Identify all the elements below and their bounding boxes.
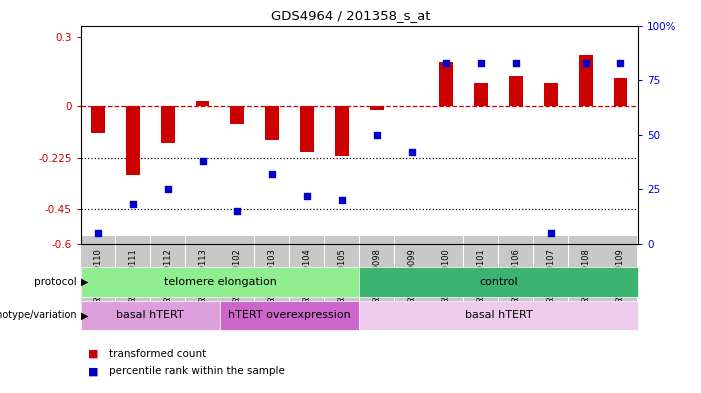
- Point: [93, 230, 104, 236]
- Bar: [579, 55, 592, 106]
- Bar: [613, 78, 627, 106]
- Point: [336, 197, 348, 203]
- Text: ▶: ▶: [81, 310, 89, 320]
- Bar: [220, 301, 359, 330]
- Point: [301, 193, 313, 199]
- Point: [475, 59, 486, 66]
- Bar: [474, 83, 488, 106]
- Point: [371, 131, 382, 138]
- Bar: [126, 106, 139, 175]
- Text: control: control: [479, 277, 518, 287]
- Text: GDS4964 / 201358_s_at: GDS4964 / 201358_s_at: [271, 9, 430, 22]
- Text: ■: ■: [88, 349, 98, 359]
- Text: ▶: ▶: [81, 277, 89, 287]
- Text: genotype/variation: genotype/variation: [0, 310, 77, 320]
- Point: [232, 208, 243, 214]
- Bar: [231, 106, 245, 124]
- Text: ■: ■: [88, 366, 98, 376]
- Point: [580, 59, 591, 66]
- Text: transformed count: transformed count: [109, 349, 206, 359]
- Text: telomere elongation: telomere elongation: [163, 277, 276, 287]
- Bar: [81, 301, 220, 330]
- Text: basal hTERT: basal hTERT: [116, 310, 184, 320]
- Text: basal hTERT: basal hTERT: [465, 310, 533, 320]
- Bar: [81, 267, 359, 297]
- Text: hTERT overexpression: hTERT overexpression: [229, 310, 351, 320]
- Bar: [265, 106, 279, 140]
- Text: percentile rank within the sample: percentile rank within the sample: [109, 366, 285, 376]
- Bar: [369, 106, 383, 110]
- Bar: [359, 301, 638, 330]
- Bar: [91, 106, 105, 134]
- Text: protocol: protocol: [34, 277, 77, 287]
- Point: [615, 59, 626, 66]
- Point: [266, 171, 278, 177]
- Bar: [359, 267, 638, 297]
- Bar: [509, 76, 523, 106]
- Bar: [300, 106, 314, 152]
- Point: [128, 201, 139, 208]
- Point: [545, 230, 557, 236]
- Bar: [161, 106, 175, 143]
- Bar: [544, 83, 558, 106]
- Point: [406, 149, 417, 155]
- Bar: [335, 106, 349, 156]
- Bar: [440, 62, 454, 106]
- Bar: [196, 101, 210, 106]
- Point: [441, 59, 452, 66]
- Point: [197, 158, 208, 164]
- Point: [510, 59, 522, 66]
- Point: [162, 186, 173, 192]
